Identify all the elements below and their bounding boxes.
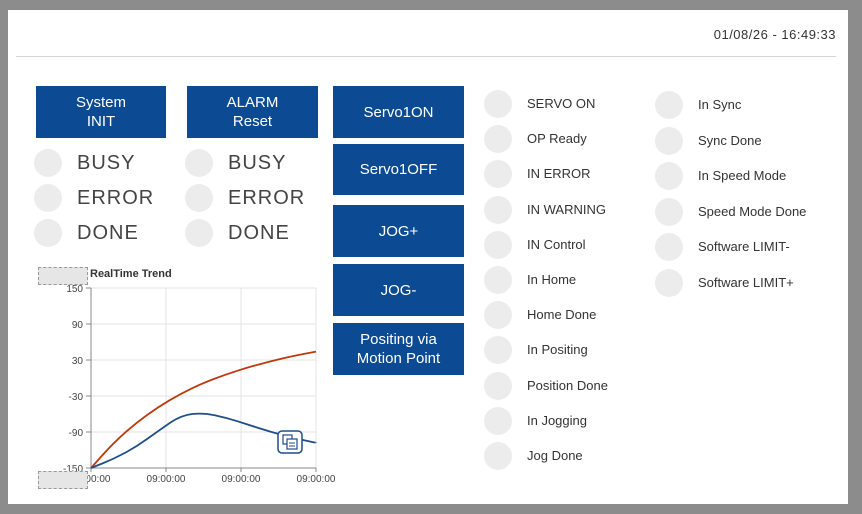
y-tick-label: -30 [69,392,84,403]
hmi-screen: 01/08/26 - 16:49:33 System INIT BUSY ERRO… [8,10,848,504]
status-indicator-label: In Sync [698,97,742,112]
status-indicator-label: In Jogging [527,412,587,428]
status-indicator-label: Sync Done [698,132,762,148]
status-indicator-label: Position Done [527,377,608,393]
status-indicator-label: In Home [527,272,577,287]
alarm-busy-led [185,149,213,177]
status-indicator-led [484,160,512,189]
alarm-busy-label: BUSY [228,152,287,174]
chart-resize-handle-top[interactable] [38,267,88,285]
status-indicator-led [655,162,683,191]
status-indicator-led [484,90,512,118]
header-divider [16,56,836,57]
y-tick-label: -150 [63,464,83,475]
system-init-button[interactable]: System INIT [36,86,166,138]
status-indicator-led [484,266,512,294]
alarm-reset-line1: ALARM [226,94,279,111]
x-tick-label: 09:00:00 [147,474,186,485]
x-tick-label: 09:00:00 [222,474,261,485]
status-indicator-label: Home Done [527,307,597,323]
status-indicator-led [484,336,512,365]
y-tick-label: 90 [72,320,84,331]
status-indicator-led [484,230,512,259]
chart-title: RealTime Trend [90,268,172,280]
positing-line2: Motion Point [356,350,441,367]
alarm-error-label: ERROR [228,187,306,209]
status-indicator-led [484,301,512,330]
jog-minus-button[interactable]: JOG- [333,264,464,316]
system-done-label: DONE [77,222,139,244]
status-indicator-label: SERVO ON [527,96,596,111]
series-line-1 [90,350,317,469]
data-export-icon[interactable] [277,430,303,454]
servo-on-button[interactable]: Servo1ON [333,86,464,138]
system-busy-label: BUSY [77,152,136,174]
status-indicator-label: In Speed Mode [698,168,787,184]
jog-plus-button[interactable]: JOG+ [333,205,464,257]
y-tick-label: 150 [66,284,83,295]
status-indicator-led [484,371,512,400]
status-indicator-label: IN WARNING [527,201,606,217]
y-tick-label: -90 [69,428,84,439]
alarm-reset-line2: Reset [232,113,273,130]
status-indicator-label: IN ERROR [527,166,591,182]
system-init-line2: INIT [86,113,116,130]
status-indicator-led [484,125,512,154]
x-tick-label: 09:00:00 [297,474,336,485]
alarm-done-label: DONE [228,222,290,244]
status-indicator-led [484,442,512,470]
status-indicator-label: OP Ready [527,131,587,147]
alarm-done-led [185,219,213,247]
status-indicator-label: In Positing [527,342,588,358]
status-indicator-label: Software LIMIT- [698,239,790,255]
status-indicator-label: Speed Mode Done [698,203,807,219]
status-indicator-led [484,406,512,435]
status-indicator-label: Software LIMIT+ [698,275,794,290]
alarm-error-led [185,184,213,212]
status-indicator-led [655,197,683,226]
system-done-led [34,219,62,247]
positing-motion-point-button[interactable]: Positing via Motion Point [333,323,464,375]
status-indicator-led [655,126,683,155]
system-busy-led [34,149,62,177]
datetime-display: 01/08/26 - 16:49:33 [713,27,836,42]
status-indicator-led [655,233,683,262]
x-tick-label: 09:00:00 [72,474,111,485]
status-indicator-led [484,195,512,224]
status-indicator-led [655,91,683,119]
system-init-line1: System [75,94,126,111]
status-indicator-led [655,269,683,297]
y-tick-label: 30 [72,356,84,367]
chart-resize-handle-bottom[interactable] [38,471,88,489]
status-indicator-label: IN Control [527,236,586,252]
system-error-label: ERROR [77,187,155,209]
system-error-led [34,184,62,212]
status-indicator-label: Jog Done [527,448,583,463]
servo-off-button[interactable]: Servo1OFF [333,144,464,195]
alarm-reset-button[interactable]: ALARM Reset [187,86,318,138]
positing-line1: Positing via [360,331,437,348]
